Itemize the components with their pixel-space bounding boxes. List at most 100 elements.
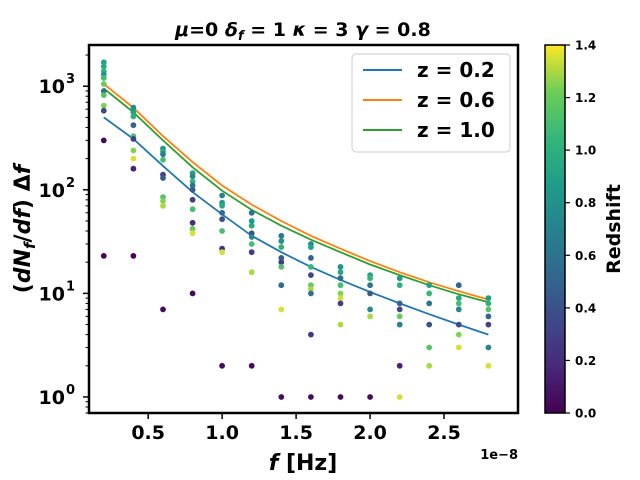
title-mu: μ <box>174 19 189 41</box>
scatter-point <box>278 244 285 251</box>
scatter-point <box>426 300 433 307</box>
scatter-point <box>308 290 314 297</box>
scatter-point <box>189 225 196 232</box>
scatter-point <box>426 344 433 351</box>
scatter-point <box>189 206 196 213</box>
scatter-point <box>337 264 344 270</box>
scatter-point <box>130 165 137 172</box>
scatter-point <box>160 156 166 163</box>
scatter-point <box>160 151 166 158</box>
x-label-f: f <box>269 451 281 476</box>
y-tick-label: 10 <box>39 180 65 202</box>
scatter-point <box>278 232 285 239</box>
scatter-point <box>367 290 373 297</box>
scatter-point <box>308 394 314 400</box>
scatter-point <box>337 321 344 328</box>
title-gamma-val: = 0.8 <box>368 19 431 41</box>
scatter-point <box>396 275 403 282</box>
x-tick-label: 0.5 <box>131 422 165 444</box>
scatter-point <box>219 192 226 199</box>
y-label-close: ) <box>11 199 36 209</box>
scatter-point <box>100 92 107 98</box>
y-tick-exponent: 2 <box>66 176 75 191</box>
scatter-point <box>189 196 196 203</box>
scatter-point <box>100 63 107 70</box>
y-tick-exponent: 0 <box>66 383 75 398</box>
y-label-f: f <box>11 162 36 174</box>
scatter-point <box>219 249 226 256</box>
y-tick-label: 10 <box>39 283 65 305</box>
scatter-point <box>455 306 462 313</box>
scatter-point <box>337 290 344 297</box>
scatter-point <box>278 259 285 266</box>
colorbar-tick-label: 0.2 <box>575 354 596 368</box>
scatter-point <box>485 295 492 301</box>
legend: z = 0.2 z = 0.6 z = 1.0 <box>351 53 511 153</box>
scatter-point <box>130 253 137 259</box>
scatter-point <box>248 269 255 276</box>
legend-label: z = 1.0 <box>417 118 495 142</box>
scatter-point <box>485 344 492 351</box>
title-delta-val: = 1 <box>244 19 293 41</box>
scatter-point <box>337 300 344 307</box>
scatter-point <box>100 107 107 114</box>
scatter-point <box>219 216 226 223</box>
y-tick-exponent: 3 <box>66 72 75 87</box>
x-axis-label: f [Hz] <box>269 451 338 476</box>
colorbar-tick-label: 0.6 <box>575 249 596 263</box>
scatter-point <box>219 362 226 369</box>
scatter-point <box>100 81 107 87</box>
scatter-point <box>308 272 314 278</box>
scatter-point <box>130 109 137 116</box>
scatter-point <box>160 202 166 209</box>
scatter-point <box>485 313 492 320</box>
scatter-point <box>396 394 403 400</box>
series-line-2 <box>103 87 489 304</box>
colorbar-gradient <box>544 44 566 414</box>
title-kappa: κ <box>293 19 307 41</box>
y-tick-exponent: 1 <box>66 279 75 294</box>
scatter-point <box>485 300 492 307</box>
y-tick-label: 10 <box>39 76 65 98</box>
y-label-df: df <box>11 207 36 235</box>
y-label-delta: Δ <box>11 174 36 199</box>
x-axis-ticks: 0.5 1.0 1.5 2.0 2.5 <box>131 413 461 444</box>
legend-label: z = 0.2 <box>417 58 495 82</box>
scatter-point <box>130 147 137 154</box>
title-delta: δ <box>225 19 238 41</box>
scatter-points <box>100 59 492 400</box>
legend-label: z = 0.6 <box>417 88 495 112</box>
scatter-point <box>219 209 226 216</box>
x-tick-label: 2.5 <box>427 422 461 444</box>
scatter-point <box>100 137 107 144</box>
scatter-point <box>130 104 137 111</box>
scatter-point <box>396 313 403 320</box>
scatter-point <box>426 282 433 289</box>
scatter-point <box>337 295 344 301</box>
scatter-point <box>100 102 107 109</box>
y-axis-label: (dNf/df) Δf <box>11 162 39 293</box>
scatter-point <box>278 238 285 245</box>
plot-frame <box>87 43 520 415</box>
scatter-point <box>426 362 433 369</box>
y-label-slash: / <box>11 233 36 242</box>
scatter-point <box>130 122 137 129</box>
colorbar-tick-label: 0.4 <box>575 301 596 315</box>
y-label-open: ( <box>11 283 36 293</box>
scatter-point <box>396 300 403 307</box>
scatter-point <box>337 394 344 400</box>
scatter-point <box>160 198 166 204</box>
scatter-point <box>485 306 492 313</box>
x-tick-label: 1.0 <box>205 422 239 444</box>
scatter-point <box>485 321 492 328</box>
colorbar-tick-label: 1.4 <box>575 39 596 53</box>
scatter-point <box>278 394 285 400</box>
scatter-point <box>248 218 255 224</box>
scatter-point <box>337 275 344 282</box>
title-gamma: γ <box>355 19 370 41</box>
scatter-point <box>455 295 462 301</box>
scatter-point <box>396 362 403 369</box>
scatter-point <box>278 255 285 261</box>
